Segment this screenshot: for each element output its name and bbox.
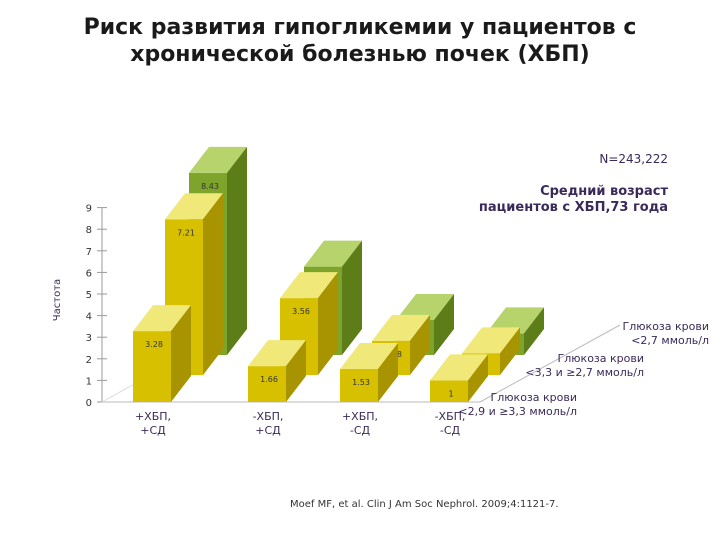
depth-axis — [479, 324, 621, 403]
bar-side — [434, 294, 454, 355]
bar-top — [430, 354, 488, 381]
bar-value-label: 3.56 — [292, 307, 310, 316]
bar-series0-cat2: 1.53 — [340, 342, 398, 402]
y-tick-label: 8 — [86, 225, 92, 236]
bar-front — [340, 368, 378, 402]
bar-series0-cat3: 1 — [430, 354, 488, 402]
bar-side — [286, 340, 306, 402]
bar-top — [396, 294, 454, 321]
series-label: Глюкоза крови <3,3 и ≥2,7 ммоль/л — [525, 352, 644, 379]
x-tick-label: -ХБП, +СД — [253, 410, 284, 437]
bar-top — [189, 146, 247, 173]
mean-age-label: Средний возраст пациентов с ХБП,73 года — [440, 184, 668, 216]
series-label: Глюкоза крови <2,9 и ≥3,3 ммоль/л — [458, 391, 577, 418]
bar-top — [340, 342, 398, 369]
bar-value-label: 3.28 — [145, 340, 163, 349]
bar-series0-cat1: 1.66 — [248, 340, 306, 402]
bar-side — [468, 354, 488, 402]
bar-top — [462, 327, 520, 354]
bar-front — [248, 366, 286, 402]
bar-side — [318, 272, 338, 375]
bar-top — [133, 305, 191, 332]
bar-side — [171, 305, 191, 402]
bar-side — [524, 307, 544, 355]
bar-front — [133, 331, 171, 402]
y-tick-label: 4 — [86, 312, 92, 323]
y-tick-label: 5 — [86, 290, 92, 301]
bar-series0-cat0: 3.28 — [133, 305, 191, 402]
y-axis-title: Частота — [52, 279, 63, 321]
page-title: Риск развития гипогликемии у пациентов с… — [83, 15, 637, 67]
bar-top — [304, 240, 362, 267]
y-tick-label: 3 — [86, 333, 92, 344]
mean-age-line-2: пациентов с ХБП,73 года — [478, 200, 668, 215]
bar-top — [486, 307, 544, 334]
citation: Moef MF, et al. Clin J Am Soc Nephrol. 2… — [290, 499, 559, 510]
x-tick-label: -ХБП, -СД — [435, 410, 466, 437]
bar-top — [248, 340, 306, 367]
x-tick-label: +ХБП, +СД — [135, 410, 171, 437]
bar-top — [372, 314, 430, 341]
bar-side — [203, 193, 223, 375]
y-tick-label: 0 — [86, 398, 92, 409]
y-tick-label: 2 — [86, 355, 92, 366]
y-tick-label: 1 — [86, 376, 92, 387]
bar-side — [410, 314, 430, 375]
bar-side — [378, 342, 398, 402]
bar-front — [430, 380, 468, 402]
x-tick-label: +ХБП, -СД — [342, 410, 378, 437]
mean-age-line-1: Средний возраст — [540, 184, 668, 199]
series-label: Глюкоза крови <2,7 ммоль/л — [623, 320, 709, 347]
bar-value-label: 7.21 — [177, 228, 195, 237]
bar-value-label: 8.43 — [201, 182, 219, 191]
y-tick-label: 6 — [86, 268, 92, 279]
bar-side — [342, 240, 362, 355]
sample-size-label: N=243,222 — [599, 152, 668, 166]
bar-value-label: 1.66 — [260, 375, 278, 384]
bar-side — [500, 327, 520, 375]
bar-top — [280, 272, 338, 299]
y-tick-label: 7 — [86, 247, 92, 258]
y-tick-label: 9 — [86, 204, 92, 215]
bar-top — [165, 193, 223, 220]
bar-value-label: 1 — [448, 389, 453, 398]
bar-value-label: 1.53 — [352, 378, 370, 387]
bar-side — [227, 146, 247, 355]
